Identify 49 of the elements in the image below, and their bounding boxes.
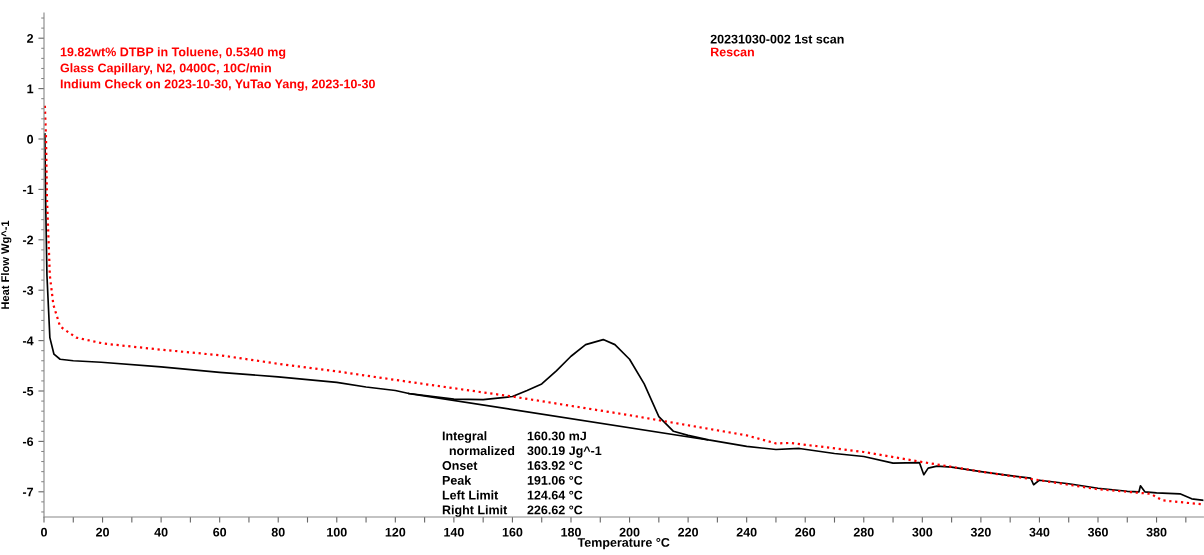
x-tick-label: 260 bbox=[795, 527, 816, 537]
y-tick-label: -7 bbox=[22, 487, 34, 497]
x-tick-label: 40 bbox=[154, 527, 168, 537]
annotation: 19.82wt% DTBP in Toluene, 0.5340 mg bbox=[60, 47, 286, 59]
x-tick-label: 60 bbox=[213, 527, 227, 537]
annotation: Integral bbox=[442, 431, 487, 443]
x-tick-label: 100 bbox=[327, 527, 347, 537]
x-tick-label: 20 bbox=[96, 527, 109, 537]
x-tick-label: 80 bbox=[271, 527, 285, 537]
x-tick-label: 180 bbox=[561, 527, 581, 537]
annotation: 300.19 Jg^-1 bbox=[527, 446, 602, 458]
annotation: Right Limit bbox=[442, 505, 508, 517]
annotation: 226.62 °C bbox=[527, 505, 583, 515]
x-tick-label: 140 bbox=[444, 527, 464, 537]
y-tick-label: 0 bbox=[27, 134, 34, 144]
x-tick-label: 240 bbox=[736, 527, 757, 537]
annotation: Glass Capillary, N2, 0400C, 10C/min bbox=[60, 63, 271, 75]
annotation: Onset bbox=[442, 461, 478, 470]
annotation: 163.92 °C bbox=[527, 461, 583, 470]
x-tick-label: 120 bbox=[385, 527, 406, 537]
annotation: Peak bbox=[442, 475, 472, 485]
y-tick-label: -2 bbox=[22, 235, 34, 245]
x-tick-label: 200 bbox=[619, 527, 640, 537]
y-tick-label: -5 bbox=[22, 386, 34, 396]
x-tick-label: 340 bbox=[1029, 527, 1050, 537]
text: 20231030-002 1st scan bbox=[710, 34, 844, 44]
y-tick-label: -6 bbox=[22, 437, 34, 447]
x-tick-label: 360 bbox=[1087, 527, 1108, 537]
annotation: 124.64 °C bbox=[527, 490, 583, 500]
x-tick-label: 160 bbox=[502, 527, 523, 537]
y-tick-label: -3 bbox=[22, 286, 34, 295]
annotation: Left Limit bbox=[442, 490, 499, 500]
x-tick-label: 380 bbox=[1146, 527, 1167, 537]
y-tick-label: 2 bbox=[27, 34, 34, 43]
x-tick-label: 0 bbox=[41, 527, 47, 537]
x-tick-label: 220 bbox=[678, 527, 699, 537]
x-axis-title: Temperature °C bbox=[577, 538, 670, 550]
x-tick-label: 280 bbox=[853, 527, 874, 537]
y-tick-label: -1 bbox=[22, 185, 34, 194]
annotation: 160.30 mJ bbox=[527, 431, 586, 441]
x-tick-label: 320 bbox=[970, 527, 991, 537]
y-axis-title: Heat Flow Wg^-1 bbox=[0, 220, 12, 309]
y-tick-label: 1 bbox=[27, 84, 34, 94]
y-tick-label: -4 bbox=[22, 336, 34, 346]
annotation: normalized bbox=[449, 445, 515, 456]
x-tick-label: 300 bbox=[912, 527, 933, 537]
text: Rescan bbox=[711, 47, 754, 57]
annotation: Indium Check on 2023-10-30, YuTao Yang, 2023-10-30 bbox=[60, 79, 375, 91]
annotation: 191.06 °C bbox=[527, 475, 583, 485]
